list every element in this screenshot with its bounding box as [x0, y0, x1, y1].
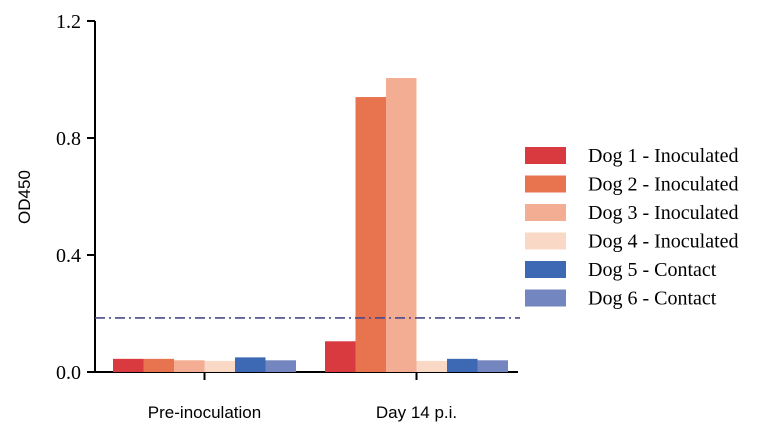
legend-item: Dog 1 - Inoculated	[525, 145, 739, 167]
legend-item: Dog 6 - Contact	[525, 288, 717, 310]
bar	[113, 358, 144, 372]
bar	[235, 357, 266, 372]
x-tick-label: Pre-inoculation	[148, 403, 261, 422]
bar	[386, 78, 417, 372]
legend-swatch	[525, 147, 566, 164]
bar	[174, 360, 205, 372]
legend-label: Dog 5 - Contact	[588, 259, 717, 281]
bar	[143, 358, 174, 372]
legend-swatch	[525, 204, 566, 221]
x-axis: Pre-inoculation Day 14 p.i.	[94, 371, 518, 422]
legend-item: Dog 3 - Inoculated	[525, 202, 739, 224]
legend-swatch	[525, 289, 566, 307]
legend-label: Dog 2 - Inoculated	[588, 174, 739, 196]
legend-item: Dog 4 - Inoculated	[525, 231, 739, 253]
legend-swatch	[525, 261, 566, 278]
bar	[447, 358, 478, 372]
legend-item: Dog 2 - Inoculated	[525, 174, 739, 196]
legend-label: Dog 6 - Contact	[588, 288, 717, 310]
y-axis-title: OD450	[15, 170, 34, 224]
x-tick-label: Day 14 p.i.	[376, 403, 457, 422]
bar	[265, 360, 296, 372]
y-tick-label: 0.8	[56, 128, 81, 150]
y-tick-label: 0.0	[56, 362, 81, 384]
legend-label: Dog 1 - Inoculated	[588, 145, 739, 167]
bar	[325, 341, 356, 372]
bar	[355, 97, 386, 373]
legend-swatch	[525, 175, 566, 193]
bar	[204, 360, 235, 372]
y-axis: 0.0 0.4 0.8 1.2	[56, 11, 96, 384]
legend-swatch	[525, 232, 566, 250]
bars	[113, 78, 508, 373]
bar	[416, 360, 447, 372]
legend-item: Dog 5 - Contact	[525, 259, 717, 281]
y-tick-label: 1.2	[56, 11, 81, 33]
legend-label: Dog 4 - Inoculated	[588, 231, 739, 253]
y-tick-label: 0.4	[56, 245, 81, 267]
legend: Dog 1 - Inoculated Dog 2 - Inoculated Dog …	[525, 145, 739, 310]
bar	[477, 360, 508, 372]
legend-label: Dog 3 - Inoculated	[588, 202, 739, 224]
